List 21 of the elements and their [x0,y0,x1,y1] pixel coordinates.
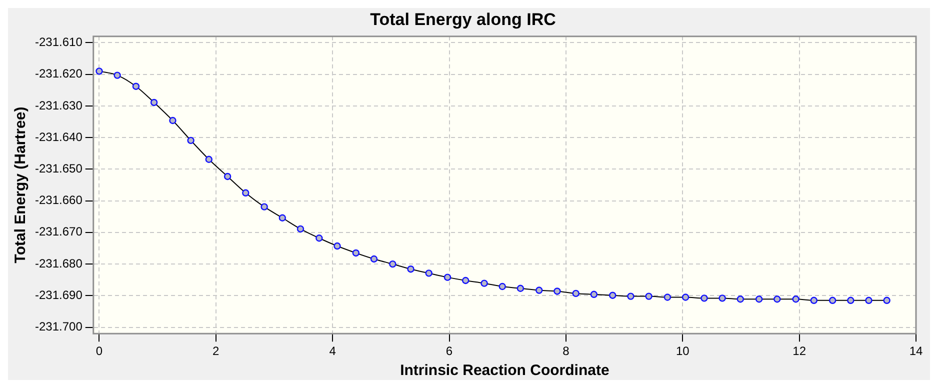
y-tick-label: -231.630 [35,98,83,112]
x-tick-label: 8 [562,344,570,358]
y-tick-label: -231.660 [35,193,83,208]
chart-title: Total Energy along IRC [370,10,556,29]
y-tick-label: -231.670 [35,224,83,239]
y-tick-label: -231.640 [35,130,83,144]
x-tick-label: 6 [446,344,453,358]
x-axis-title: Intrinsic Reaction Coordinate [400,362,610,380]
x-tick-label: 0 [96,344,103,358]
y-tick-label: -231.650 [35,162,83,176]
x-tick-label: 2 [212,344,220,358]
y-tick-label: -231.620 [35,66,83,81]
x-tick-label: 14 [909,344,923,358]
y-tick-label: -231.700 [35,320,83,334]
y-tick-label: -231.690 [35,288,83,302]
x-tick-label: 10 [676,344,690,358]
x-tick-label: 4 [329,344,336,358]
y-axis-title: Total Energy (Hartree) [12,106,30,264]
x-tick-label: 12 [792,344,806,358]
y-tick-label: -231.680 [35,256,83,270]
y-tick-label: -231.610 [35,35,83,50]
